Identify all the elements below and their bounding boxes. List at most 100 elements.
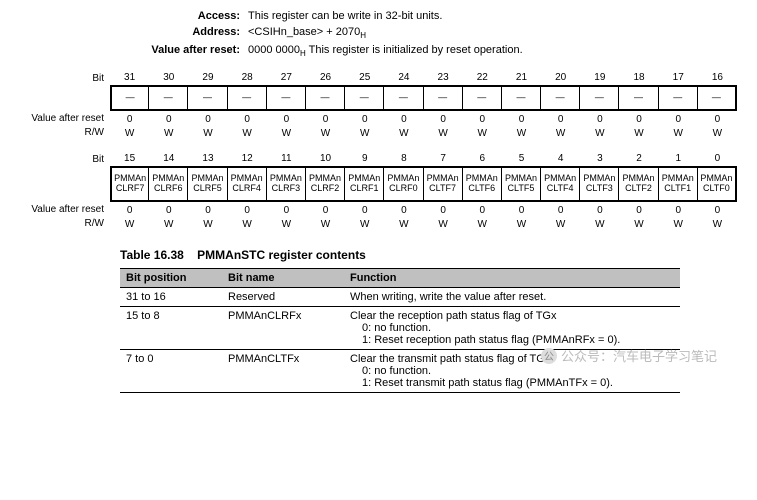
bit-number: 23: [424, 72, 463, 85]
reset-row-label: Value after reset: [20, 204, 110, 215]
bit-number: 25: [345, 72, 384, 85]
bit-number: 20: [541, 72, 580, 85]
reset-value-cell: 0: [345, 111, 384, 125]
bit-number: 21: [502, 72, 541, 85]
bit-row-label: Bit: [20, 154, 110, 165]
function-cell: Clear the transmit path status flag of T…: [344, 350, 680, 393]
bit-name-cell: Reserved: [222, 288, 344, 307]
reset-value-cell: 0: [110, 111, 149, 125]
bit-number: 11: [267, 153, 306, 166]
bit-number: 7: [424, 153, 463, 166]
bit-field-cell: —: [423, 85, 463, 111]
meta-reset: Value after reset: 0000 0000H This regis…: [20, 44, 737, 58]
bit-field-cell: PMMAnCLTF2: [618, 166, 658, 202]
rw-value-cell: W: [384, 216, 423, 230]
rw-value-cell: W: [580, 125, 619, 139]
bit-number: 22: [463, 72, 502, 85]
lower-register-block: Bit1514131211109876543210PMMAnCLRF7PMMAn…: [20, 153, 737, 230]
bit-number: 9: [345, 153, 384, 166]
bit-field-cell: PMMAnCLRF6: [148, 166, 188, 202]
address-label: Address:: [20, 26, 248, 40]
reset-value-cell: 0: [502, 111, 541, 125]
bit-field-cell: —: [187, 85, 227, 111]
rw-value-cell: W: [463, 216, 502, 230]
bit-field-cell: PMMAnCLTF0: [697, 166, 737, 202]
bit-position-cell: 7 to 0: [120, 350, 222, 393]
bit-name-cell: PMMAnCLTFx: [222, 350, 344, 393]
bit-number: 2: [619, 153, 658, 166]
bit-field-cell: —: [579, 85, 619, 111]
function-line: Clear the transmit path status flag of T…: [350, 353, 550, 365]
bit-field-cell: PMMAnCLTF7: [423, 166, 463, 202]
rw-row-label: R/W: [20, 218, 110, 229]
rw-value-cell: W: [149, 125, 188, 139]
rw-value-cell: W: [424, 216, 463, 230]
bit-row-label: Bit: [20, 73, 110, 84]
bit-field-cell: PMMAnCLRF5: [187, 166, 227, 202]
reset-value-cell: 0: [463, 111, 502, 125]
reset-value-cell: 0: [306, 202, 345, 216]
function-line: Clear the reception path status flag of …: [350, 310, 556, 322]
rw-value-cell: W: [228, 125, 267, 139]
bit-field-cell: PMMAnCLTF4: [540, 166, 580, 202]
rw-value-cell: W: [188, 216, 227, 230]
bit-number: 27: [267, 72, 306, 85]
function-line: 1: Reset transmit path status flag (PMMA…: [350, 377, 674, 389]
reset-value-cell: 0: [463, 202, 502, 216]
reset-value-cell: 0: [188, 202, 227, 216]
bit-field-cell: —: [344, 85, 384, 111]
bit-number: 3: [580, 153, 619, 166]
table-number: Table 16.38: [120, 248, 184, 262]
reset-value-cell: 0: [228, 111, 267, 125]
rw-value-cell: W: [306, 125, 345, 139]
bit-field-cell: —: [618, 85, 658, 111]
bit-field-cell: PMMAnCLRF2: [305, 166, 345, 202]
reset-value-cell: 0: [619, 202, 658, 216]
reset-row-label: Value after reset: [20, 113, 110, 124]
reset-value-cell: 0: [345, 202, 384, 216]
reset-value-cell: 0: [110, 202, 149, 216]
rw-value-cell: W: [228, 216, 267, 230]
address-prefix: <CSIHn_base> + 2070: [248, 26, 360, 38]
bit-field-cell: —: [148, 85, 188, 111]
rw-value-cell: W: [541, 216, 580, 230]
function-line: 1: Reset reception path status flag (PMM…: [350, 334, 674, 346]
bit-field-cell: PMMAnCLRF4: [227, 166, 267, 202]
rw-value-cell: W: [541, 125, 580, 139]
rw-value-cell: W: [619, 216, 658, 230]
meta-address: Address: <CSIHn_base> + 2070H: [20, 26, 737, 40]
reset-value-cell: 0: [698, 202, 737, 216]
bit-number: 0: [698, 153, 737, 166]
bit-number: 6: [463, 153, 502, 166]
rw-value-cell: W: [659, 125, 698, 139]
reset-value-cell: 0: [306, 111, 345, 125]
function-line: When writing, write the value after rese…: [350, 291, 546, 303]
rw-value-cell: W: [110, 216, 149, 230]
bit-number: 24: [384, 72, 423, 85]
bit-field-cell: PMMAnCLRF7: [110, 166, 149, 202]
rw-value-cell: W: [502, 216, 541, 230]
bit-field-cell: —: [110, 85, 149, 111]
bit-number: 14: [149, 153, 188, 166]
address-sub: H: [360, 31, 366, 40]
rw-value-cell: W: [619, 125, 658, 139]
reset-value-cell: 0: [424, 202, 463, 216]
reset-value-cell: 0: [619, 111, 658, 125]
rw-value-cell: W: [267, 125, 306, 139]
function-cell: When writing, write the value after rese…: [344, 288, 680, 307]
table-header: Function: [344, 269, 680, 288]
reset-value-cell: 0: [267, 202, 306, 216]
bit-field-cell: —: [540, 85, 580, 111]
reset-value-cell: 0: [149, 202, 188, 216]
bit-field-cell: —: [227, 85, 267, 111]
bit-number: 13: [188, 153, 227, 166]
bit-field-cell: —: [501, 85, 541, 111]
bit-number: 16: [698, 72, 737, 85]
reset-value-cell: 0: [384, 202, 423, 216]
table-header: Bit position: [120, 269, 222, 288]
bit-number: 29: [188, 72, 227, 85]
bit-position-cell: 15 to 8: [120, 307, 222, 350]
reset-value-cell: 0: [580, 111, 619, 125]
reset-value-cell: 0: [541, 202, 580, 216]
bit-number: 17: [659, 72, 698, 85]
